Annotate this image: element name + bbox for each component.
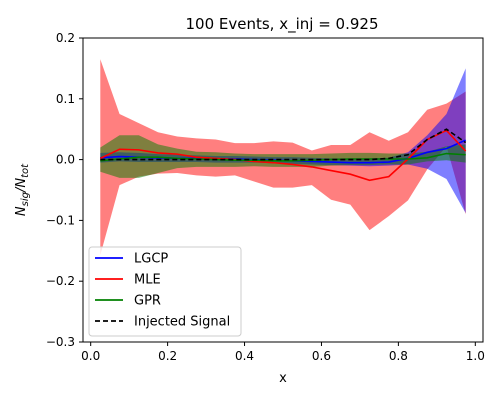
y-tick-label: −0.3 [46, 335, 75, 349]
y-tick-label: 0.0 [56, 153, 75, 167]
legend-box [88, 246, 242, 337]
x-tick-label: 0.4 [235, 349, 254, 363]
y-tick-label: −0.2 [46, 274, 75, 288]
legend: LGCP MLE GPR Injected Signal [88, 246, 242, 337]
y-axis-label: Nsig/Ntot [14, 163, 31, 216]
gpr-line [100, 152, 466, 162]
x-tick-label: 0.8 [389, 349, 408, 363]
y-tick-label: 0.2 [56, 31, 75, 45]
mle-line [99, 129, 467, 182]
confidence-bands [100, 59, 466, 256]
legend-label-gpr: GPR [134, 294, 161, 309]
x-tick-label: 0.0 [81, 349, 100, 363]
gpr-band [100, 135, 466, 178]
legend-label-injected-signal: Injected Signal [134, 315, 230, 330]
y-tick-label: 0.1 [56, 92, 75, 106]
injected-signal-line [100, 128, 467, 161]
x-tick-label: 0.2 [158, 349, 177, 363]
x-tick-label: 1.0 [466, 349, 485, 363]
x-tick-label: 0.6 [312, 349, 331, 363]
x-axis-ticks: 0.0 0.2 0.4 0.6 0.8 1.0 [81, 342, 485, 363]
x-axis-label: x [279, 371, 287, 386]
legend-label-mle: MLE [134, 273, 161, 288]
y-axis-ticks: −0.3 −0.2 −0.1 0.0 0.1 0.2 [46, 31, 83, 349]
plot-frame [82, 37, 484, 343]
y-tick-label: −0.1 [46, 213, 75, 227]
legend-label-lgcp: LGCP [134, 252, 168, 267]
series-lines [99, 128, 467, 182]
chart-title: 100 Events, x_inj = 0.925 [186, 15, 379, 34]
